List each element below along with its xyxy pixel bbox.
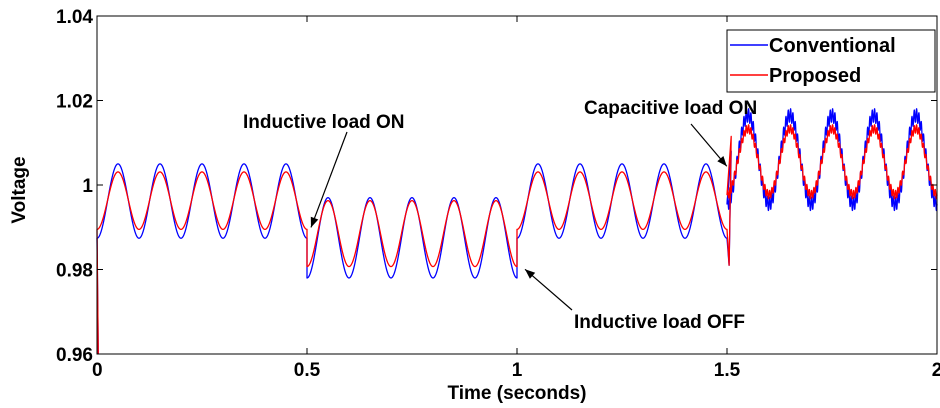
y-axis-label: Voltage [9,156,30,223]
x-axis-label: Time (seconds) [447,383,586,404]
series-layer [96,108,938,355]
annotation-layer: Inductive load ON Inductive load OFF Capac… [243,98,757,333]
x-tick-label: 0.5 [294,360,321,381]
y-tick-label: 1 [82,176,93,197]
y-tick-label: 1.04 [56,7,93,28]
annotation-text: Inductive load ON [243,112,405,133]
x-tick-label: 1 [512,360,523,381]
legend-box [726,29,936,93]
annotation-arrow-line [310,131,348,228]
annotation-arrowhead [310,216,319,228]
annotation-text: Capacitive load ON [584,98,757,119]
x-tick-label: 2 [932,360,940,381]
annotation-arrow-line [524,268,573,311]
y-tick-label: 1.02 [56,92,93,113]
legend-label-conventional: Conventional [769,35,896,57]
y-tick-label: 0.96 [56,345,93,366]
legend: Conventional Proposed [726,29,936,93]
annotation-arrowhead [717,156,727,167]
annotation-arrowhead [525,269,536,279]
series-line-proposed [96,124,938,355]
y-tick-label: 0.98 [56,261,93,282]
x-tick-label: 0 [92,360,103,381]
annotation-3: Capacitive load ON [584,98,757,167]
annotation-1: Inductive load ON [243,112,405,228]
x-tick-label: 1.5 [714,360,741,381]
series-proposed [96,124,938,355]
annotation-2: Inductive load OFF [524,268,745,333]
legend-label-proposed: Proposed [769,65,861,87]
tick-layer: 0 0.5 1 1.5 2 0.96 0.98 1 1.02 1.04 [56,7,940,381]
annotation-text: Inductive load OFF [574,312,745,333]
